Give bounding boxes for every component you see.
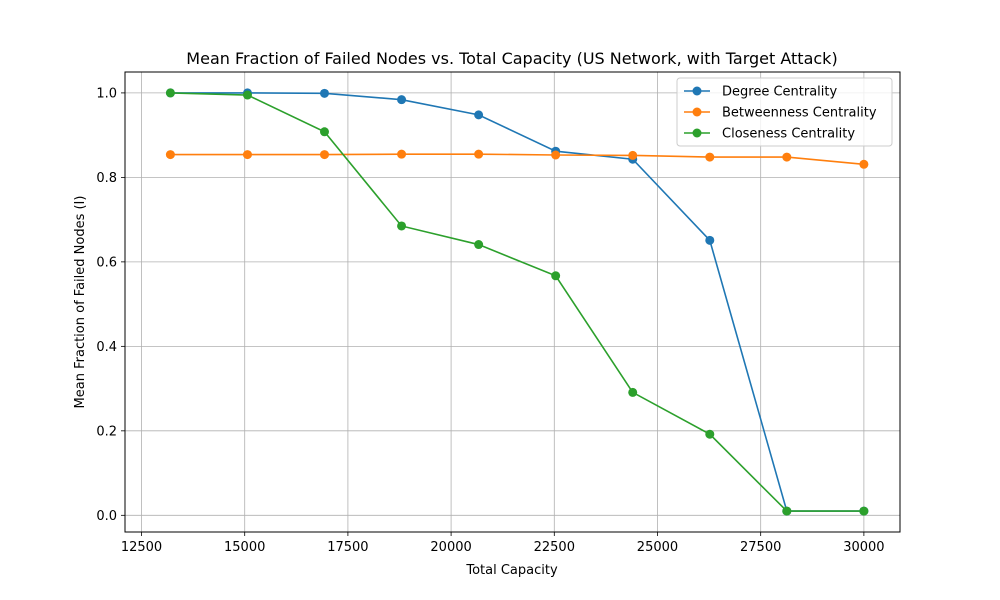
series-degree-centrality <box>165 88 869 516</box>
y-tick-label: 0.0 <box>96 509 117 524</box>
x-tick-label: 22500 <box>534 540 575 555</box>
legend-marker <box>692 107 702 117</box>
y-tick-label: 0.4 <box>96 340 117 355</box>
legend-marker <box>692 128 702 138</box>
legend-label: Betweenness Centrality <box>722 106 877 121</box>
data-point <box>859 159 869 169</box>
series-closeness-centrality <box>165 88 869 516</box>
data-point <box>319 127 329 137</box>
data-point <box>628 150 638 160</box>
data-point <box>165 150 175 160</box>
x-tick-label: 20000 <box>430 540 471 555</box>
data-point <box>782 506 792 516</box>
data-point <box>165 88 175 98</box>
y-tick-label: 0.8 <box>96 171 117 186</box>
legend-item: Closeness Centrality <box>684 127 855 142</box>
legend-marker <box>692 86 702 96</box>
plot-frame <box>124 71 901 533</box>
data-point <box>628 387 638 397</box>
series-layer <box>165 88 869 516</box>
axis-ticks: 12500 15000 17500 20000 22500 25000 27500 30000… <box>96 86 884 555</box>
series-betweenness-centrality <box>165 149 869 169</box>
y-axis-title: Mean Fraction of Failed Nodes (I) <box>73 196 88 409</box>
data-point <box>551 150 561 160</box>
data-point <box>397 221 407 231</box>
chart-title: Mean Fraction of Failed Nodes vs. Total … <box>186 49 837 68</box>
x-tick-label: 12500 <box>121 540 162 555</box>
x-tick-label: 15000 <box>224 540 265 555</box>
data-point <box>242 90 252 100</box>
legend-item: Betweenness Centrality <box>684 106 877 121</box>
data-point <box>705 152 715 162</box>
legend: Degree Centrality Betweenness Centrality C… <box>676 77 893 147</box>
data-point <box>397 95 407 105</box>
x-tick-label: 25000 <box>637 540 678 555</box>
x-tick-label: 27500 <box>740 540 781 555</box>
data-point <box>705 235 715 245</box>
y-tick-label: 0.6 <box>96 255 117 270</box>
data-point <box>474 110 484 120</box>
legend-label: Degree Centrality <box>722 85 837 100</box>
data-point <box>551 271 561 281</box>
legend-item: Degree Centrality <box>684 85 837 100</box>
legend-label: Closeness Centrality <box>722 127 855 142</box>
x-tick-label: 17500 <box>327 540 368 555</box>
data-point <box>397 149 407 159</box>
data-point <box>474 149 484 159</box>
x-axis-title: Total Capacity <box>465 563 558 578</box>
data-point <box>242 150 252 160</box>
y-tick-label: 0.2 <box>96 424 117 439</box>
data-point <box>859 506 869 516</box>
series-line <box>170 92 864 512</box>
y-tick-label: 1.0 <box>96 86 117 101</box>
legend-box <box>676 77 893 147</box>
x-tick-label: 30000 <box>843 540 884 555</box>
data-point <box>319 150 329 160</box>
data-point <box>474 240 484 250</box>
series-line <box>170 92 864 512</box>
data-point <box>319 88 329 98</box>
data-point <box>705 429 715 439</box>
series-line <box>170 153 864 166</box>
data-point <box>782 152 792 162</box>
